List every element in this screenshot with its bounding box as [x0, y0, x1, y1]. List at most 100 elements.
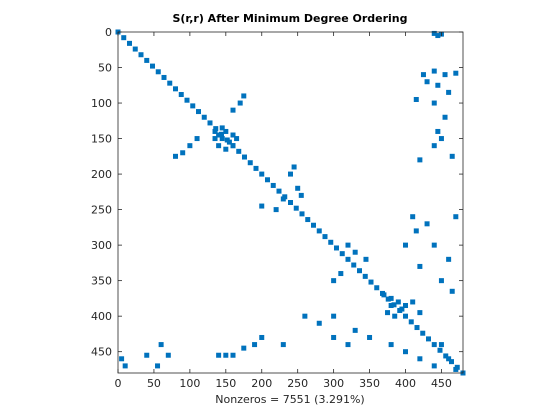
- nonzero-marker: [311, 222, 316, 228]
- nonzero-marker: [395, 299, 401, 305]
- nonzero-marker: [201, 114, 207, 120]
- nonzero-marker: [426, 336, 431, 342]
- nonzero-marker: [219, 125, 225, 131]
- y-tick-label: 150: [91, 133, 112, 146]
- nonzero-marker: [230, 132, 236, 138]
- nonzero-marker: [265, 177, 270, 183]
- nonzero-marker: [194, 136, 200, 142]
- nonzero-marker: [403, 349, 408, 355]
- nonzero-marker: [424, 221, 430, 227]
- nonzero-marker: [438, 136, 444, 142]
- nonzero-marker: [345, 342, 351, 348]
- nonzero-marker: [413, 96, 419, 102]
- nonzero-marker: [295, 185, 301, 191]
- nonzero-marker: [453, 366, 459, 372]
- nonzero-marker: [216, 132, 222, 138]
- nonzero-marker: [190, 103, 196, 109]
- nonzero-marker: [338, 271, 344, 277]
- y-tick-label: 350: [91, 275, 112, 288]
- nonzero-marker: [420, 330, 426, 336]
- nonzero-marker: [316, 320, 322, 326]
- axes-frame: [117, 31, 464, 374]
- nonzero-marker: [403, 303, 408, 309]
- y-tick-label: 450: [91, 346, 112, 359]
- nonzero-marker: [150, 63, 155, 69]
- x-tick-label: 150: [215, 377, 236, 390]
- y-tick-label: 100: [91, 97, 112, 110]
- nonzero-marker: [443, 353, 449, 359]
- nonzero-marker: [420, 72, 426, 78]
- nonzero-marker: [155, 363, 161, 369]
- y-tick-label: 200: [91, 168, 112, 181]
- x-tick-label: 450: [431, 377, 452, 390]
- nonzero-marker: [431, 100, 437, 106]
- nonzero-marker: [331, 313, 337, 319]
- nonzero-marker: [417, 157, 423, 163]
- y-tick-label: 0: [105, 26, 112, 39]
- nonzero-marker: [242, 154, 247, 160]
- nonzero-marker: [417, 310, 423, 316]
- nonzero-marker: [196, 109, 201, 115]
- nonzero-marker: [259, 171, 265, 177]
- nonzero-marker: [431, 68, 437, 74]
- nonzero-marker: [435, 82, 441, 88]
- nonzero-marker: [288, 200, 293, 205]
- nonzero-marker: [431, 342, 437, 348]
- nonzero-marker: [180, 150, 186, 156]
- nonzero-marker: [230, 143, 236, 149]
- nonzero-marker: [252, 342, 258, 348]
- y-tick-label: 400: [91, 310, 112, 323]
- nonzero-marker: [449, 288, 455, 294]
- nonzero-marker: [122, 363, 128, 369]
- nonzero-marker: [158, 342, 164, 348]
- nonzero-marker: [449, 153, 455, 159]
- nonzero-marker: [424, 79, 430, 85]
- nonzero-marker: [374, 285, 380, 291]
- nonzero-marker: [219, 131, 224, 137]
- nonzero-marker: [173, 153, 178, 159]
- nonzero-marker: [178, 92, 184, 98]
- nonzero-marker: [442, 72, 448, 78]
- y-tick-label: 250: [91, 204, 112, 217]
- nonzero-marker: [339, 251, 345, 257]
- nonzero-marker: [223, 146, 229, 152]
- nonzero-marker: [280, 342, 286, 348]
- nonzero-marker: [431, 363, 437, 369]
- nonzero-marker: [132, 46, 138, 52]
- nonzero-marker: [216, 143, 222, 149]
- nonzero-marker: [234, 136, 240, 142]
- chart-title: S(r,r) After Minimum Degree Ordering: [172, 12, 407, 25]
- nonzero-marker: [381, 292, 387, 298]
- nonzero-marker: [392, 313, 398, 319]
- y-tick-label: 50: [98, 62, 112, 75]
- nonzero-marker: [230, 352, 236, 358]
- nonzero-marker: [184, 97, 190, 103]
- nonzero-marker: [357, 268, 362, 274]
- nonzero-marker: [155, 69, 161, 75]
- nonzero-marker: [144, 352, 150, 358]
- nonzero-marker: [226, 139, 232, 145]
- nonzero-marker: [414, 325, 420, 331]
- x-tick-label: 200: [251, 377, 272, 390]
- nonzero-marker: [410, 214, 416, 220]
- nonzero-marker: [368, 279, 374, 285]
- nonzero-marker: [446, 356, 452, 362]
- nonzero-marker: [280, 196, 286, 202]
- nonzero-marker: [385, 296, 391, 302]
- nonzero-marker: [241, 93, 247, 99]
- nonzero-marker: [442, 114, 448, 120]
- nonzero-marker: [212, 128, 218, 134]
- nonzero-marker: [351, 262, 357, 268]
- y-tick-label: 300: [91, 239, 112, 252]
- x-tick-label: 250: [287, 377, 308, 390]
- nonzero-marker: [345, 242, 351, 248]
- nonzero-marker: [223, 128, 229, 134]
- nonzero-marker: [212, 136, 218, 142]
- nonzero-marker: [449, 359, 454, 365]
- nonzero-marker: [253, 165, 259, 171]
- nonzero-marker: [438, 342, 444, 348]
- nonzero-marker: [207, 120, 213, 126]
- nonzero-marker: [362, 273, 368, 279]
- x-tick-label: 400: [395, 377, 416, 390]
